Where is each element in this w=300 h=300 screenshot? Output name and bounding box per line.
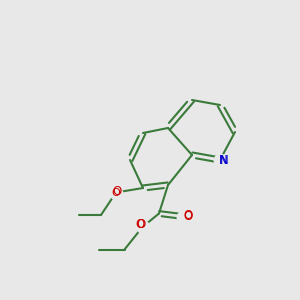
Text: O: O bbox=[184, 210, 193, 223]
Text: N: N bbox=[220, 154, 229, 166]
Text: N: N bbox=[219, 154, 228, 167]
Text: O: O bbox=[112, 188, 120, 197]
Text: O: O bbox=[112, 185, 121, 198]
Text: O: O bbox=[183, 209, 192, 222]
Text: O: O bbox=[136, 218, 145, 230]
Text: O: O bbox=[136, 218, 146, 231]
